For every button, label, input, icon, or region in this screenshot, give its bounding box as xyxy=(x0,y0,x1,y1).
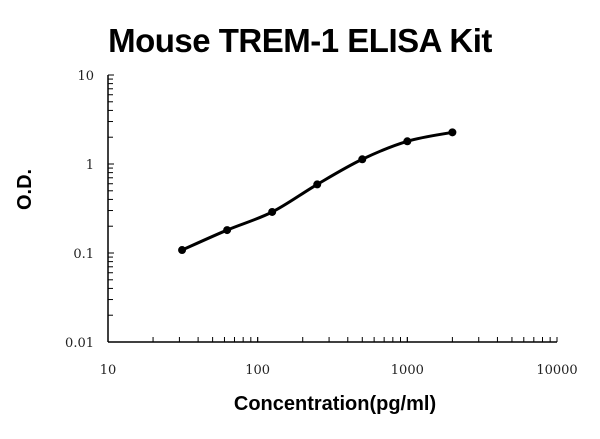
data-point xyxy=(268,207,277,216)
y-tick-label: 0.1 xyxy=(73,247,94,262)
data-point xyxy=(178,246,187,255)
data-point xyxy=(223,226,232,235)
x-axis-label: Concentration(pg/ml) xyxy=(233,393,437,415)
data-point xyxy=(358,155,367,164)
x-tick-label: 10000 xyxy=(536,363,577,378)
standard-curve-line xyxy=(181,130,453,252)
x-tick-label: 100 xyxy=(245,363,270,378)
x-tick-label: 10 xyxy=(100,363,117,378)
y-tick-label: 0.01 xyxy=(65,336,94,351)
chart-title: Mouse TREM-1 ELISA Kit xyxy=(108,22,492,59)
data-point xyxy=(448,128,457,137)
y-tick-label: 1 xyxy=(86,158,94,173)
data-point xyxy=(403,137,412,146)
data-point xyxy=(313,180,322,189)
y-tick-label: 10 xyxy=(77,69,94,84)
x-tick-label: 1000 xyxy=(391,363,424,378)
y-axis-label: O.D. xyxy=(14,168,36,210)
